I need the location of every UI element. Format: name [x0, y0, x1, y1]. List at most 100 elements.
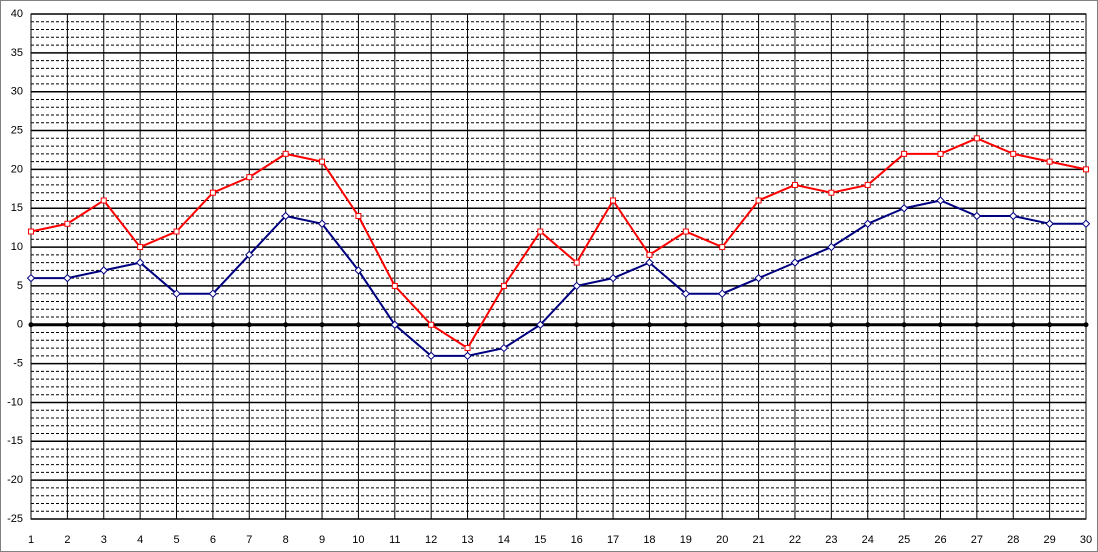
point-marker [317, 219, 327, 228]
point-marker [319, 158, 326, 165]
x-tick-label: 23 [825, 534, 837, 546]
point-marker [282, 150, 289, 157]
y-tick-label: 40 [11, 8, 23, 20]
axis-dot [465, 322, 471, 328]
y-tick-label: 30 [11, 86, 23, 98]
point-marker [426, 351, 436, 361]
y-tick-label: 25 [11, 124, 23, 136]
point-marker [791, 181, 798, 188]
point-marker [790, 258, 800, 267]
point-marker [973, 135, 980, 142]
x-tick-label: 28 [1007, 534, 1019, 546]
x-tick-label: 20 [716, 534, 728, 546]
point-marker [682, 228, 689, 235]
x-tick-label: 11 [389, 534, 400, 546]
axis-dot [1083, 322, 1089, 328]
point-marker [281, 211, 290, 221]
point-marker [1081, 219, 1091, 228]
x-tick-label: 4 [137, 534, 143, 546]
series-line [30, 137, 1087, 350]
axis-dot [1010, 322, 1016, 328]
axis-dot [174, 322, 180, 328]
series-line [31, 199, 1086, 357]
point-marker [391, 282, 398, 289]
point-marker [499, 343, 509, 353]
axis-dot [683, 322, 689, 328]
point-marker [537, 228, 544, 235]
x-tick-label: 8 [283, 534, 289, 546]
point-marker [463, 351, 472, 361]
x-tick-label: 16 [571, 534, 583, 546]
point-marker [827, 242, 836, 252]
point-marker [64, 220, 71, 227]
point-marker [355, 213, 362, 219]
point-marker [864, 181, 871, 188]
point-marker [610, 197, 617, 204]
axis-dot [1047, 322, 1053, 328]
point-marker [245, 250, 254, 260]
point-marker [63, 273, 72, 283]
x-tick-label: 21 [752, 534, 764, 546]
point-marker [28, 228, 34, 235]
point-marker [137, 244, 144, 251]
point-marker [717, 289, 727, 298]
x-tick-label: 27 [971, 534, 983, 546]
y-tick-label: 5 [17, 280, 23, 292]
x-tick-label: 24 [862, 534, 874, 546]
point-marker [172, 289, 181, 298]
x-tick-label: 30 [1080, 534, 1092, 546]
axis-dot [974, 322, 980, 328]
axis-dot [283, 322, 289, 328]
point-marker [209, 189, 216, 196]
y-tick-label: 20 [11, 163, 23, 175]
y-tick-label: 15 [11, 202, 23, 214]
x-tick-label: 12 [425, 534, 437, 546]
point-marker [26, 273, 36, 283]
y-tick-label: -5 [13, 358, 23, 370]
axis-dot [246, 322, 252, 328]
point-marker [899, 204, 909, 213]
x-tick-label: 5 [173, 534, 179, 546]
x-tick-label: 3 [101, 534, 107, 546]
axis-dot [610, 322, 616, 328]
point-marker [646, 251, 653, 258]
point-marker [173, 228, 180, 235]
axis-dot [756, 322, 762, 328]
x-tick-label: 26 [934, 534, 946, 546]
point-marker [681, 289, 691, 298]
y-tick-label: 10 [11, 241, 23, 253]
point-marker [1009, 211, 1018, 221]
point-marker [1010, 150, 1017, 157]
x-tick-label: 9 [319, 534, 325, 546]
point-marker [1083, 166, 1089, 173]
point-marker [208, 289, 218, 298]
point-marker [100, 197, 107, 204]
point-marker [573, 259, 580, 266]
point-marker [754, 273, 763, 283]
point-marker [828, 189, 835, 196]
point-marker [500, 282, 507, 289]
point-marker [972, 211, 982, 221]
point-marker [755, 197, 762, 204]
point-marker [1046, 158, 1053, 165]
y-tick-label: -10 [7, 396, 23, 408]
x-tick-label: 25 [898, 534, 910, 546]
point-marker [719, 244, 726, 251]
point-marker [901, 150, 908, 157]
axis-dot [28, 322, 34, 328]
axis-dot [319, 322, 325, 328]
axis-dot [719, 322, 725, 328]
x-tick-label: 19 [680, 534, 692, 546]
point-marker [428, 321, 435, 328]
point-marker [135, 258, 145, 267]
point-marker [354, 266, 363, 275]
axis-dot [64, 322, 70, 328]
x-tick-label: 15 [534, 534, 546, 546]
point-marker [937, 150, 944, 157]
point-marker [863, 219, 872, 228]
point-marker [936, 196, 945, 205]
axis-dot [501, 322, 507, 328]
axis-dot [210, 322, 216, 328]
x-tick-label: 10 [352, 534, 364, 546]
